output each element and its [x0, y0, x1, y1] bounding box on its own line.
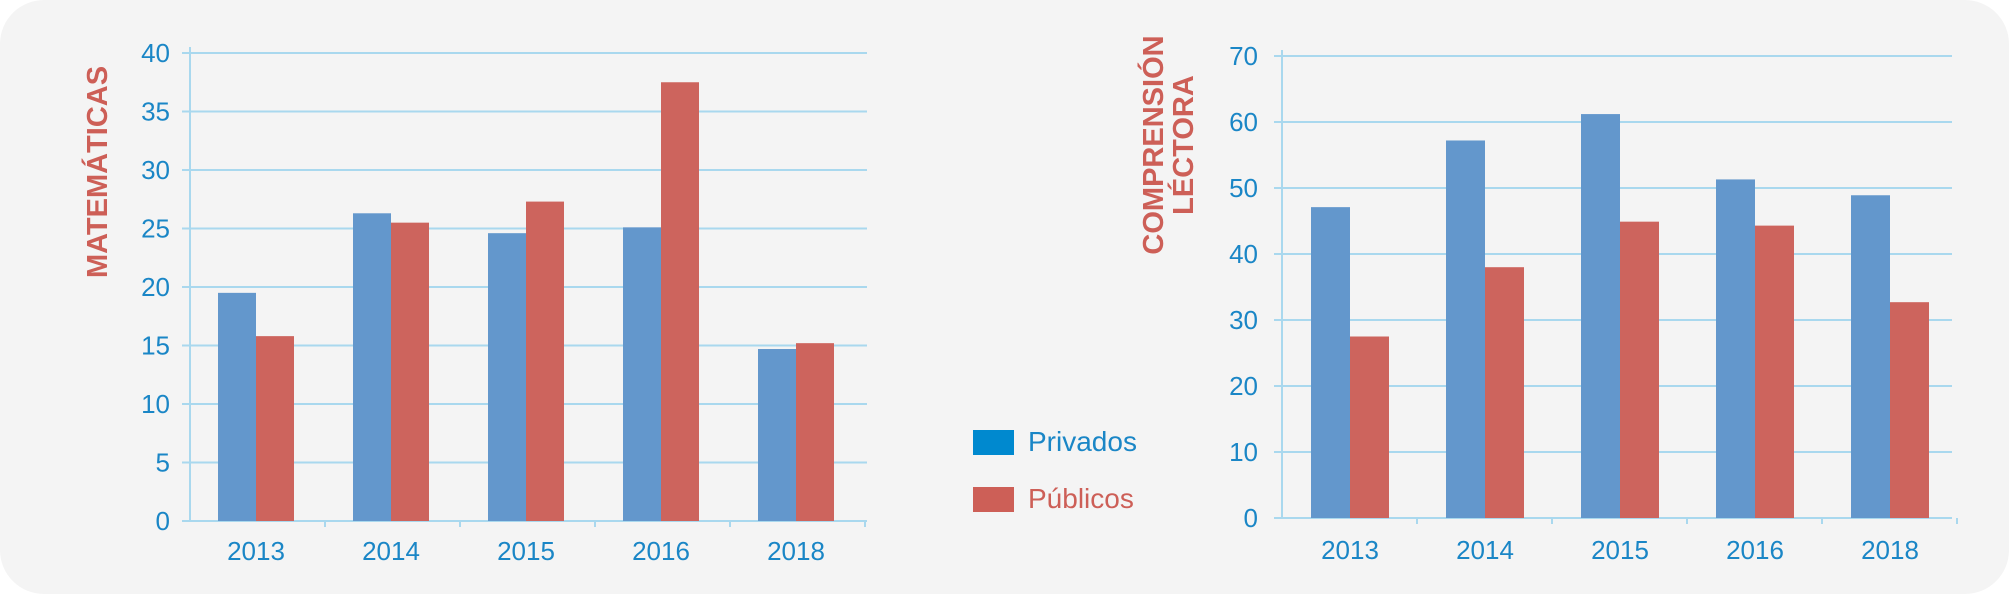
x-tick-label: 2018 — [767, 536, 825, 566]
y-tick-label: 40 — [1229, 239, 1258, 269]
x-tick-label: 2016 — [632, 536, 690, 566]
bar-privados-2018 — [1851, 195, 1890, 518]
chart-matematicas: 0 5 10 15 20 25 30 35 40 2013 2014 2015 2016 2018 MATE… — [80, 38, 867, 566]
y-tick-label: 30 — [141, 155, 170, 185]
chart-comprension-lectora: 0 10 20 30 40 50 60 70 2013 2014 2015 2016 2018 COMPR… — [1136, 35, 1958, 565]
bar-privados-2015 — [1581, 114, 1620, 518]
y-tick-label: 0 — [156, 506, 170, 536]
x-tick-label: 2014 — [362, 536, 420, 566]
bar-privados-2013 — [1311, 207, 1350, 518]
bar-privados-2018 — [758, 349, 796, 521]
bar-privados-2013 — [218, 292, 256, 521]
y-tick-label: 20 — [141, 272, 170, 302]
legend: Privados Públicos — [973, 426, 1137, 514]
x-tick-label: 2015 — [1591, 535, 1649, 565]
x-tick-label: 2014 — [1456, 535, 1514, 565]
x-tick-label: 2018 — [1861, 535, 1919, 565]
bar-pblicos-2015 — [526, 201, 564, 521]
x-tick-label: 2013 — [227, 536, 285, 566]
y-tick-label: 10 — [1229, 437, 1258, 467]
x-tick-label: 2015 — [497, 536, 555, 566]
y-axis-title-line: LÉCTORA — [1166, 75, 1200, 215]
bar-pblicos-2016 — [661, 82, 699, 521]
y-tick-label: 60 — [1229, 107, 1258, 137]
y-tick-label: 35 — [141, 97, 170, 127]
y-tick-label: 70 — [1229, 41, 1258, 71]
bar-pblicos-2014 — [391, 222, 429, 521]
bar-pblicos-2013 — [256, 336, 294, 521]
bar-privados-2016 — [1716, 179, 1755, 519]
y-axis-title-line: MATEMÁTICAS — [80, 66, 114, 278]
y-tick-label: 0 — [1244, 503, 1258, 533]
bar-privados-2015 — [488, 233, 526, 521]
y-tick-label: 5 — [156, 448, 170, 478]
bar-pblicos-2016 — [1755, 225, 1794, 518]
y-axis-title: COMPRENSIÓNLÉCTORA — [1136, 35, 1200, 254]
bar-pblicos-2018 — [796, 343, 834, 521]
y-tick-label: 20 — [1229, 371, 1258, 401]
y-tick-label: 15 — [141, 331, 170, 361]
x-tick-label: 2016 — [1726, 535, 1784, 565]
legend-swatch-publicos — [973, 487, 1014, 512]
bar-pblicos-2015 — [1620, 221, 1659, 518]
bar-privados-2016 — [623, 227, 661, 521]
bar-privados-2014 — [353, 213, 391, 522]
bar-pblicos-2013 — [1350, 336, 1389, 518]
y-tick-label: 50 — [1229, 173, 1258, 203]
legend-swatch-privados — [973, 430, 1014, 455]
y-tick-label: 30 — [1229, 305, 1258, 335]
bar-privados-2014 — [1446, 140, 1485, 519]
y-axis-title-line: COMPRENSIÓN — [1136, 35, 1170, 254]
legend-label-privados: Privados — [1028, 426, 1137, 457]
legend-label-publicos: Públicos — [1028, 483, 1134, 514]
bar-pblicos-2018 — [1890, 302, 1929, 518]
x-tick-label: 2013 — [1321, 535, 1379, 565]
y-tick-label: 40 — [141, 38, 170, 68]
y-tick-label: 25 — [141, 214, 170, 244]
y-axis-title: MATEMÁTICAS — [80, 66, 114, 278]
bar-pblicos-2014 — [1485, 267, 1524, 518]
y-tick-label: 10 — [141, 389, 170, 419]
